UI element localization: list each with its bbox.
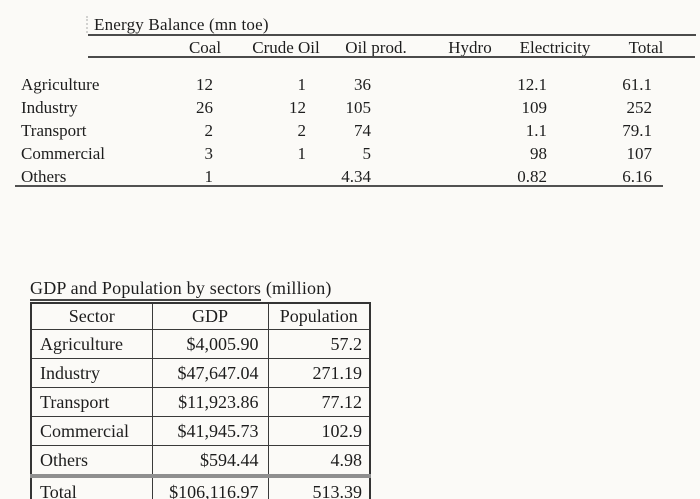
energy-table-header-row: Coal Crude Oil Oil prod. Hydro Electrici…: [0, 38, 700, 57]
column-header-coal: Coal: [188, 38, 222, 57]
cell-value: 0.82: [517, 167, 547, 186]
table-row: Others 1 4.34 0.82 6.16: [0, 165, 700, 188]
cell-value: $106,116.97: [151, 474, 269, 499]
cell-value: 1: [204, 167, 214, 186]
column-header-total: Total: [628, 38, 664, 57]
bottom-rule: [15, 185, 663, 187]
table-row: Commercial 3 1 5 98 107: [0, 142, 700, 165]
row-label: Others: [30, 445, 153, 477]
row-label: Commercial: [30, 416, 153, 446]
cell-value: 12: [196, 75, 213, 94]
cell-value: $11,923.86: [151, 387, 269, 417]
cell-value: 1.1: [525, 121, 547, 140]
cell-value: 252: [626, 98, 653, 117]
cell-value: 12: [289, 98, 306, 117]
cell-value: 105: [345, 98, 372, 117]
cell-value: 1: [297, 144, 307, 163]
column-header-crude-oil: Crude Oil: [252, 38, 320, 57]
table-row: Industry $47,647.04 271.19: [30, 358, 371, 388]
cell-value: 98: [530, 144, 547, 163]
cell-value: 513.39: [267, 474, 371, 499]
row-label: Total: [30, 474, 153, 499]
cell-value: 36: [354, 75, 371, 94]
gdp-population-table: GDP and Population by sectors (million) …: [30, 278, 371, 499]
cell-value: $41,945.73: [151, 416, 269, 446]
table-row: Agriculture $4,005.90 57.2: [30, 329, 371, 359]
energy-table-body: Agriculture 12 1 36 12.1 61.1 Industry 2…: [0, 73, 700, 188]
row-label: Transport: [30, 387, 153, 417]
cell-value: $594.44: [151, 445, 269, 477]
column-header-gdp: GDP: [151, 302, 269, 330]
cell-value: 107: [626, 144, 653, 163]
column-header-hydro: Hydro: [448, 38, 492, 57]
gdp-table-title-underlined: GDP and Population by sectors: [30, 278, 262, 301]
table-row: Transport $11,923.86 77.12: [30, 387, 371, 417]
cell-value: $47,647.04: [151, 358, 269, 388]
table-row: Transport 2 2 74 1.1 79.1: [0, 119, 700, 142]
row-label: Others: [21, 167, 67, 186]
cell-value: 3: [204, 144, 214, 163]
cell-value: 5: [362, 144, 372, 163]
cell-value: 74: [354, 121, 371, 140]
cell-value: 4.98: [267, 445, 371, 477]
row-label: Industry: [30, 358, 153, 388]
column-header-sector: Sector: [30, 302, 153, 330]
total-row: Total $106,116.97 513.39: [30, 474, 371, 499]
cell-value: 1: [297, 75, 307, 94]
cell-value: 4.34: [341, 167, 371, 186]
table-row: Industry 26 12 105 109 252: [0, 96, 700, 119]
table-row: Commercial $41,945.73 102.9: [30, 416, 371, 446]
gdp-table-title-suffix: (million): [261, 278, 332, 298]
cell-value: 109: [521, 98, 548, 117]
cell-value: 271.19: [267, 358, 371, 388]
row-label: Agriculture: [21, 75, 100, 94]
cell-value: $4,005.90: [151, 329, 269, 359]
header-rule: [88, 56, 695, 58]
gdp-table-grid: Sector GDP Population Agriculture $4,005…: [30, 302, 371, 499]
cell-value: 2: [204, 121, 214, 140]
energy-table-title: Energy Balance (mn toe): [94, 15, 269, 34]
title-rule: [88, 34, 696, 36]
table-row: Agriculture 12 1 36 12.1 61.1: [0, 73, 700, 96]
row-label: Transport: [21, 121, 87, 140]
row-label: Agriculture: [30, 329, 153, 359]
cell-value: 6.16: [622, 167, 652, 186]
row-label: Commercial: [21, 144, 106, 163]
gdp-table-title: GDP and Population by sectors (million): [30, 278, 371, 301]
column-header-population: Population: [267, 302, 371, 330]
cell-value: 26: [196, 98, 213, 117]
cell-value: 77.12: [267, 387, 371, 417]
cell-value: 79.1: [622, 121, 652, 140]
gdp-table-header-row: Sector GDP Population: [30, 302, 371, 330]
cell-value: 12.1: [517, 75, 547, 94]
cell-value: 57.2: [267, 329, 371, 359]
scan-artifact-mark: [86, 16, 88, 33]
cell-value: 61.1: [622, 75, 652, 94]
table-row: Others $594.44 4.98: [30, 445, 371, 477]
cell-value: 2: [297, 121, 307, 140]
cell-value: 102.9: [267, 416, 371, 446]
column-header-electricity: Electricity: [519, 38, 591, 57]
row-label: Industry: [21, 98, 78, 117]
column-header-oil-prod: Oil prod.: [345, 38, 407, 57]
